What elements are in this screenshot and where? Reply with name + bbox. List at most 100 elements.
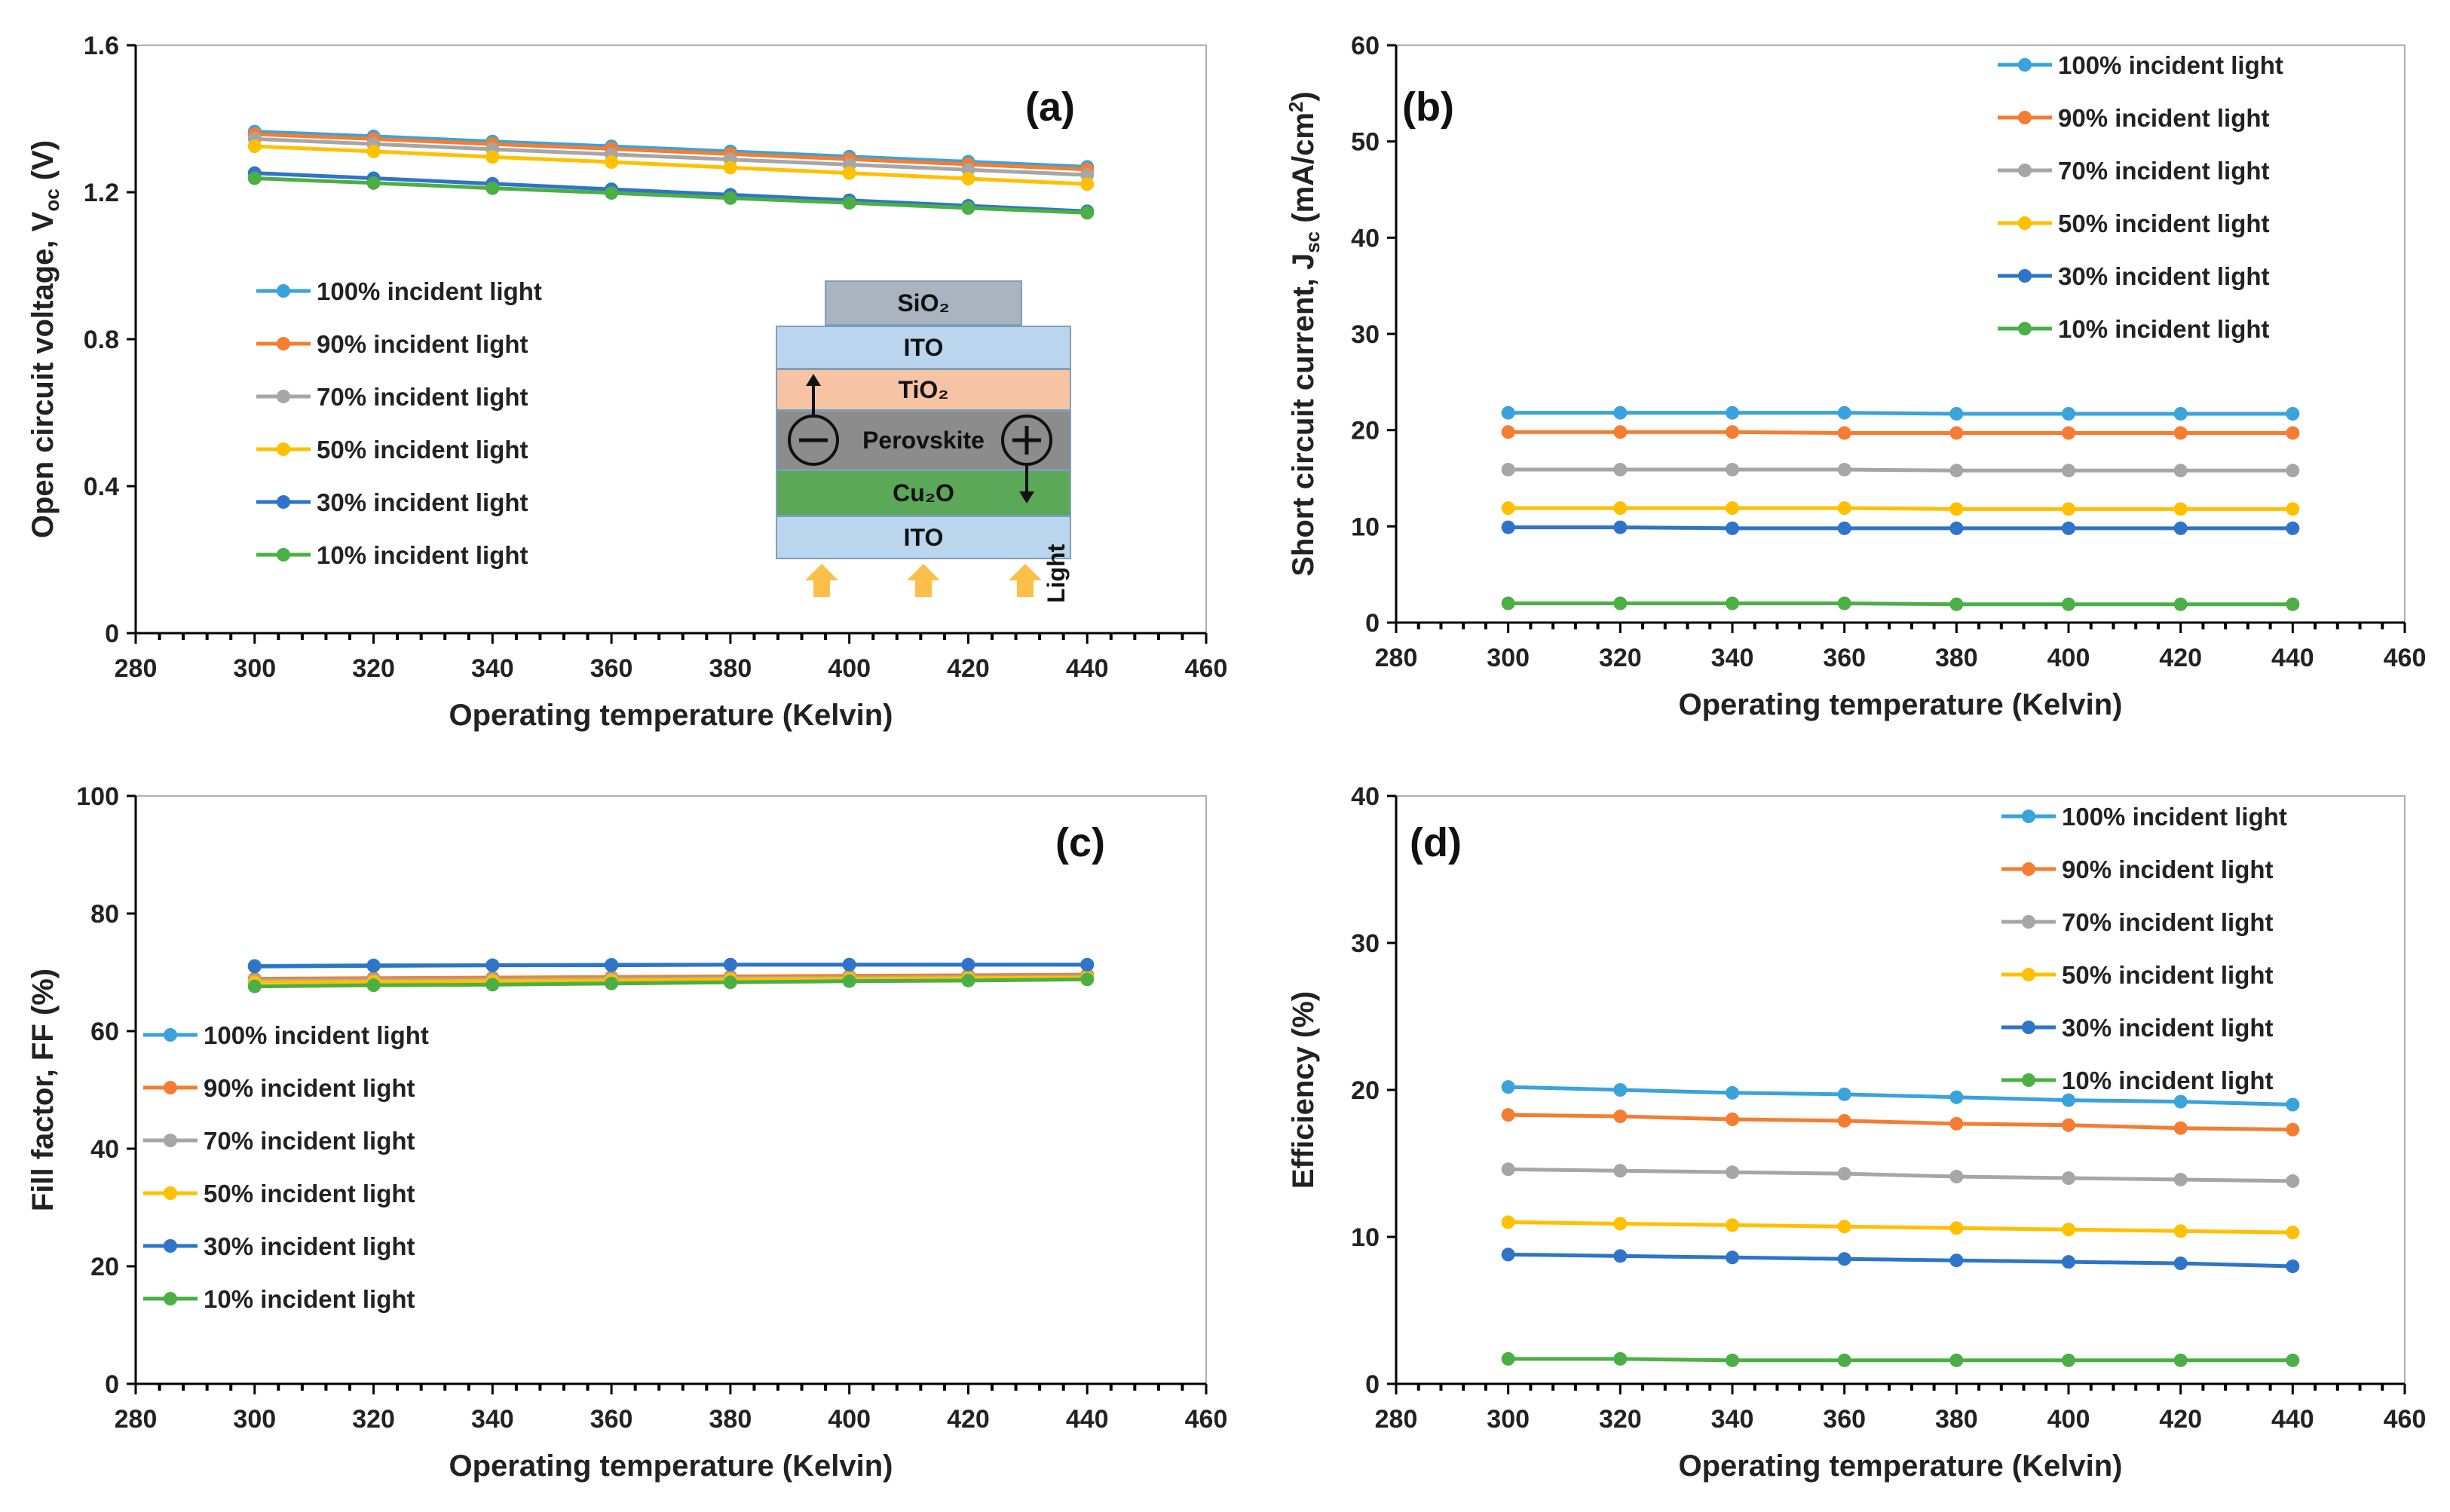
data-point-30 — [1949, 1253, 1964, 1268]
x-tick-label: 440 — [2271, 644, 2314, 672]
data-point-10 — [842, 974, 856, 988]
data-point-30 — [1080, 957, 1095, 972]
data-point-50 — [961, 171, 975, 185]
data-point-10 — [723, 191, 737, 205]
data-point-70 — [1501, 463, 1515, 477]
series-line-100 — [1508, 411, 2293, 416]
data-point-50 — [1837, 1220, 1851, 1234]
x-tick-label: 420 — [2159, 644, 2202, 672]
data-point-30 — [2173, 1256, 2188, 1271]
cu2o-layer-label: Cu₂O — [893, 479, 954, 507]
y-tick-label: 40 — [1351, 782, 1380, 811]
data-point-30 — [1613, 1249, 1628, 1263]
sio2-layer-label: SiO₂ — [897, 289, 949, 317]
data-point-50 — [1613, 501, 1628, 516]
data-point-10 — [723, 975, 737, 990]
x-tick-label: 340 — [471, 1405, 514, 1434]
legend-swatch-marker — [164, 1292, 177, 1305]
data-point-50 — [1613, 1217, 1628, 1231]
data-point-30 — [1501, 1247, 1515, 1262]
x-tick-label: 400 — [828, 654, 871, 683]
x-tick-label: 420 — [947, 1405, 990, 1434]
data-point-10 — [2173, 1353, 2188, 1367]
data-point-90 — [2286, 1122, 2300, 1137]
x-tick-label: 280 — [1375, 644, 1418, 672]
data-point-50 — [723, 161, 737, 175]
data-point-90 — [1613, 1110, 1628, 1124]
data-point-50 — [1837, 501, 1851, 516]
data-point-10 — [605, 185, 619, 200]
series-line-30 — [1508, 1252, 2293, 1269]
data-point-30 — [247, 960, 262, 974]
legend-swatch-marker — [2018, 58, 2032, 72]
series-line-90 — [254, 132, 1088, 172]
legend-swatch-marker — [2018, 322, 2032, 335]
legend-label: 50% incident light — [2058, 210, 2270, 237]
legend-label: 50% incident light — [2062, 961, 2274, 989]
x-axis-label: Operating temperature (Kelvin) — [449, 1449, 893, 1483]
series-line-10 — [254, 176, 1088, 215]
legend-label: 90% incident light — [204, 1074, 415, 1102]
y-tick-label: 10 — [1351, 1223, 1380, 1252]
y-axis-label-part: Short circuit current, J — [1287, 253, 1320, 577]
x-tick-label: 420 — [2159, 1405, 2202, 1434]
x-tick-label: 340 — [471, 654, 514, 683]
data-point-10 — [1949, 1353, 1964, 1367]
data-point-50 — [2286, 1226, 2300, 1240]
hole-arrowhead — [1019, 491, 1034, 503]
light-arrow-icon — [907, 564, 940, 597]
series-line-10 — [254, 977, 1088, 989]
legend-swatch-marker — [2022, 1021, 2035, 1034]
x-tick-label: 400 — [2047, 1405, 2090, 1434]
data-point-100 — [1726, 1085, 1739, 1100]
data-point-70 — [2173, 464, 2188, 478]
data-point-100 — [1726, 406, 1739, 420]
legend-label: 10% incident light — [317, 541, 528, 569]
data-point-70 — [1949, 1170, 1964, 1184]
legend-label: 70% incident light — [2062, 908, 2274, 936]
data-point-30 — [1837, 1252, 1851, 1266]
data-point-10 — [2286, 1353, 2300, 1367]
data-point-10 — [842, 196, 856, 210]
legend-label: 10% incident light — [2062, 1067, 2274, 1094]
y-tick-label: 0 — [105, 1370, 119, 1399]
data-point-90 — [2173, 426, 2188, 440]
data-point-70 — [1501, 1162, 1515, 1177]
light-arrow-icon — [1009, 564, 1042, 597]
data-point-30 — [723, 957, 737, 972]
data-point-90 — [2173, 1121, 2188, 1135]
sio2-layer — [825, 280, 1022, 326]
x-tick-label: 360 — [590, 654, 633, 683]
y-tick-label: 60 — [1351, 32, 1380, 60]
data-point-70 — [1726, 1165, 1739, 1180]
legend-label: 100% incident light — [2058, 51, 2283, 79]
data-point-100 — [1949, 406, 1964, 421]
data-point-100 — [2062, 406, 2075, 421]
data-point-10 — [485, 978, 500, 992]
panel-b-chart: 280 300 320 340 360 380 400 420 440 460 0 10 20 30 40 5… — [1285, 32, 2426, 721]
legend-swatch-marker — [2022, 915, 2035, 929]
data-point-50 — [485, 150, 500, 164]
x-tick-label: 300 — [1487, 644, 1530, 672]
data-point-10 — [605, 976, 619, 990]
legend-label: 30% incident light — [317, 488, 528, 516]
data-point-10 — [961, 973, 975, 987]
data-point-100 — [1501, 406, 1515, 420]
legend-swatch-marker — [164, 1186, 177, 1200]
y-axis-label-script: sc — [1301, 231, 1324, 253]
legend-label: 70% incident light — [204, 1127, 415, 1155]
x-tick-label: 320 — [352, 1405, 395, 1434]
data-point-50 — [366, 144, 381, 158]
y-axis-label-part: Open circuit voltage, V — [26, 211, 60, 538]
legend-swatch-marker — [277, 337, 290, 350]
y-axis-label: Open circuit voltage, Voc (V) — [26, 140, 63, 538]
data-point-30 — [366, 959, 381, 973]
legend-label: 30% incident light — [2058, 262, 2270, 290]
x-tick-label: 460 — [2384, 1405, 2427, 1434]
data-point-70 — [1837, 1167, 1851, 1181]
y-tick-label: 0 — [105, 620, 119, 648]
data-point-70 — [1726, 463, 1739, 477]
data-point-10 — [2286, 597, 2300, 611]
legend-label: 70% incident light — [317, 383, 528, 411]
series-line-50 — [1508, 506, 2293, 511]
